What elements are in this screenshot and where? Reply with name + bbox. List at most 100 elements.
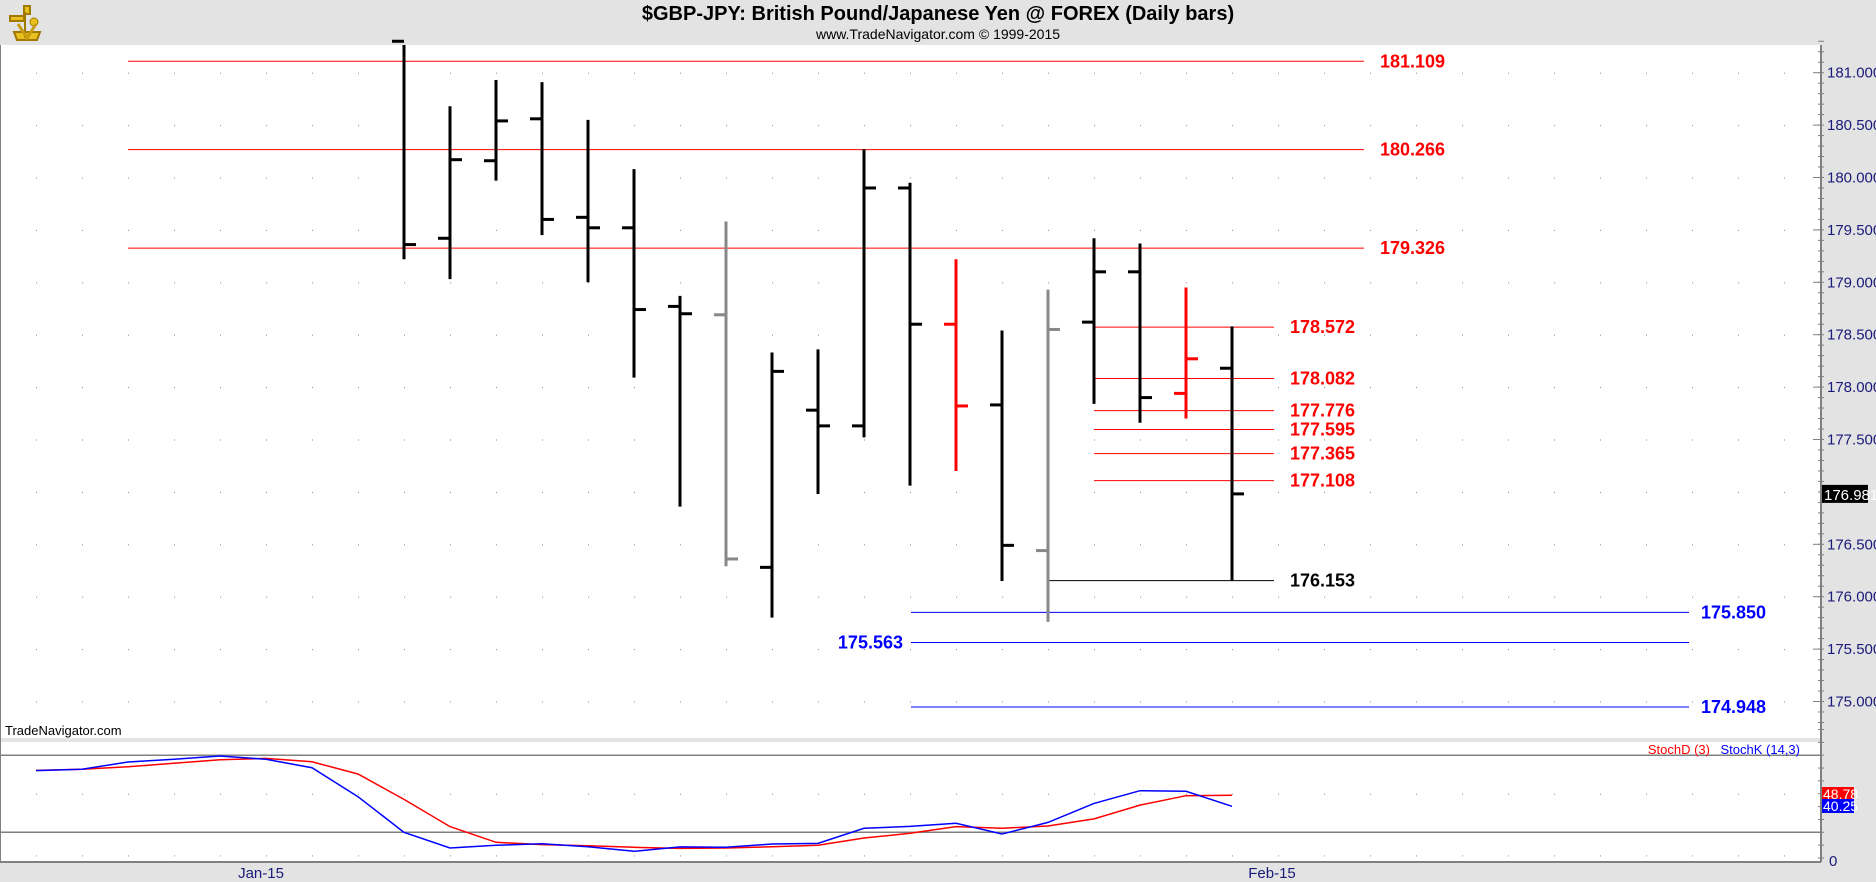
grid-dot [82,125,83,127]
grid-dot [1002,229,1003,231]
grid-dot [1784,125,1785,127]
grid-dot [1324,649,1325,651]
grid-dot [128,596,129,598]
grid-dot [1784,72,1785,74]
grid-dot [450,855,451,857]
grid-dot [680,855,681,857]
grid-dot [1094,125,1095,127]
grid-dot [1186,72,1187,74]
grid-dot [312,125,313,127]
grid-dot [358,387,359,389]
legend-stoch-k: StochK (14,3) [1721,742,1801,757]
grid-dot [496,701,497,703]
grid-dot [1462,125,1463,127]
grid-dot [36,125,37,127]
grid-dot [220,649,221,651]
grid-dot [864,491,865,493]
grid-dot [1784,491,1785,493]
grid-dot [1140,491,1141,493]
grid-dot [588,439,589,441]
grid-dot [358,491,359,493]
grid-dot [1738,544,1739,546]
grid-dot [1554,177,1555,179]
grid-dot [1232,282,1233,284]
grid-dot [1692,177,1693,179]
grid-dot [956,125,957,127]
grid-dot [864,439,865,441]
grid-dot [266,125,267,127]
grid-dot [404,387,405,389]
grid-dot [1324,491,1325,493]
grid-dot [128,229,129,231]
level-label: 179.326 [1380,238,1445,258]
grid-dot [82,72,83,74]
grid-dot [1416,855,1417,857]
grid-dot [404,793,405,795]
grid-dot [1508,387,1509,389]
legend-stoch-d: StochD (3) [1648,742,1710,757]
grid-dot [358,649,359,651]
grid-dot [1278,282,1279,284]
grid-dot [36,855,37,857]
grid-dot [910,177,911,179]
y-tick-label: 180.000 [1827,170,1876,187]
stoch-value-label: 48.78 [1823,786,1858,802]
grid-dot [1278,701,1279,703]
grid-dot [1324,793,1325,795]
grid-dot [1600,649,1601,651]
grid-dot [818,282,819,284]
grid-dot [1232,177,1233,179]
grid-dot [818,72,819,74]
grid-dot [1140,596,1141,598]
grid-dot [634,649,635,651]
grid-dot [1324,229,1325,231]
grid-dot [588,334,589,336]
y-tick-label: 176.500 [1827,536,1876,553]
grid-dot [1370,387,1371,389]
grid-dot [266,855,267,857]
grid-dot [1002,596,1003,598]
grid-dot [1186,177,1187,179]
grid-dot [82,229,83,231]
y-tick-label: 181.000 [1827,65,1876,82]
grid-dot [1600,334,1601,336]
grid-dot [36,649,37,651]
grid-dot [956,177,957,179]
grid-dot [1232,855,1233,857]
grid-dot [1416,544,1417,546]
grid-dot [496,282,497,284]
grid-dot [588,72,589,74]
grid-dot [36,282,37,284]
grid-dot [1692,491,1693,493]
grid-dot [266,177,267,179]
level-label: 180.266 [1380,140,1445,160]
grid-dot [36,793,37,795]
grid-dot [1416,72,1417,74]
grid-dot [1508,439,1509,441]
grid-dot [1278,387,1279,389]
grid-dot [588,491,589,493]
grid-dot [1370,125,1371,127]
grid-dot [634,439,635,441]
grid-dot [542,649,543,651]
grid-dot [588,544,589,546]
grid-dot [1784,544,1785,546]
grid-dot [312,793,313,795]
grid-dot [358,125,359,127]
grid-dot [818,793,819,795]
grid-dot [956,855,957,857]
grid-dot [1646,855,1647,857]
grid-dot [1416,177,1417,179]
grid-dot [496,491,497,493]
grid-dot [864,649,865,651]
grid-dot [1416,334,1417,336]
grid-dot [634,491,635,493]
grid-dot [910,793,911,795]
grid-dot [1324,701,1325,703]
grid-dot [1048,282,1049,284]
grid-dot [1692,229,1693,231]
grid-dot [220,491,221,493]
grid-dot [36,334,37,336]
grid-dot [1324,177,1325,179]
grid-dot [542,282,543,284]
